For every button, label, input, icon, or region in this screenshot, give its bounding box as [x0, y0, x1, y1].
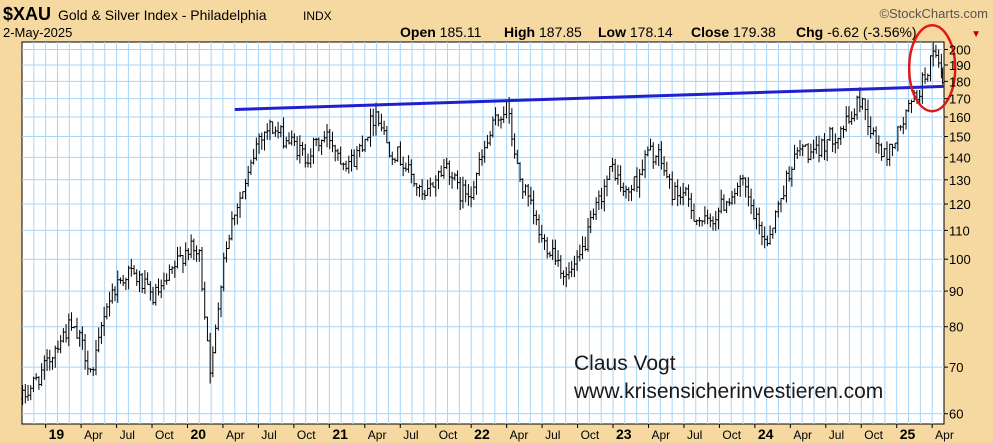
- x-tick-label: 19: [49, 426, 65, 442]
- stockcharts-brand: ©StockCharts.com: [879, 6, 988, 21]
- x-tick-label: Jul: [687, 428, 702, 442]
- chart-index-name: Gold & Silver Index - Philadelphia: [58, 7, 267, 23]
- y-axis-ticks: 60 70 80 90 100 110 120 130 140 150 160 170 18019020…: [944, 42, 971, 422]
- y-tick-label: 160: [949, 110, 971, 125]
- x-tick-label: Apr: [935, 428, 954, 442]
- ohlc-open: Open 185.11: [400, 24, 482, 40]
- x-tick-label: Jul: [403, 428, 418, 442]
- ohlc-change: Chg -6.62 (-3.56%): [796, 24, 917, 40]
- y-tick-label: 190: [949, 58, 971, 73]
- x-tick-label: 24: [758, 426, 774, 442]
- grid-lines: [22, 42, 944, 424]
- y-tick-label: 60: [949, 407, 963, 422]
- chart-date: 2-May-2025: [3, 25, 72, 40]
- x-axis-ticks: 19 Apr Jul Oct 20 Apr Jul Oct 21 Apr Jul Oct 22 Apr Ju…: [45, 424, 954, 442]
- ohlc-close: Close 179.38: [691, 24, 776, 40]
- x-tick-label: Jul: [261, 428, 276, 442]
- resistance-trendline: [234, 84, 945, 112]
- y-tick-label: 150: [949, 130, 971, 145]
- annotation-website: www.krisensicherinvestieren.com: [573, 380, 883, 403]
- chart-exchange: INDX: [303, 9, 332, 23]
- chart-annotations: [234, 23, 957, 113]
- x-tick-label: Apr: [226, 428, 245, 442]
- x-tick-label: 23: [616, 426, 632, 442]
- x-tick-label: 25: [900, 426, 916, 442]
- y-tick-label: 140: [949, 150, 971, 165]
- change-down-arrow-icon: ▼: [971, 29, 981, 40]
- annotation-author: Claus Vogt: [574, 352, 676, 375]
- x-tick-label: Jul: [120, 428, 135, 442]
- ohlc-high: High 187.85: [504, 24, 582, 40]
- ohlc-low: Low 178.14: [598, 24, 673, 40]
- y-tick-label: 120: [949, 197, 971, 212]
- x-tick-label: Jul: [829, 428, 844, 442]
- x-tick-label: 22: [474, 426, 490, 442]
- y-tick-label: 130: [949, 173, 971, 188]
- x-tick-label: Oct: [155, 428, 174, 442]
- x-tick-label: Oct: [864, 428, 883, 442]
- y-tick-label: 80: [949, 320, 963, 335]
- y-tick-label: 90: [949, 284, 963, 299]
- y-tick-label: 170: [949, 92, 971, 107]
- y-tick-label: 110: [949, 223, 970, 238]
- highlight-circle: [907, 23, 957, 113]
- x-tick-label: Apr: [793, 428, 812, 442]
- x-tick-label: Oct: [581, 428, 600, 442]
- x-tick-label: Apr: [651, 428, 670, 442]
- x-tick-label: 20: [190, 426, 206, 442]
- x-tick-label: Apr: [84, 428, 103, 442]
- x-tick-label: Jul: [545, 428, 560, 442]
- x-tick-label: 21: [332, 426, 348, 442]
- x-tick-label: Apr: [510, 428, 529, 442]
- x-tick-label: Oct: [722, 428, 741, 442]
- ohlc-readout: Open 185.11 High 187.85 Low 178.14 Close…: [400, 24, 981, 40]
- chart-symbol: $XAU: [3, 4, 51, 24]
- price-bars: [21, 41, 945, 405]
- y-tick-label: 70: [949, 360, 963, 375]
- x-tick-label: Apr: [368, 428, 387, 442]
- x-tick-label: Oct: [439, 428, 458, 442]
- x-tick-label: Oct: [297, 428, 316, 442]
- y-tick-label: 180: [949, 74, 971, 89]
- y-tick-label: 100: [949, 252, 971, 267]
- y-tick-label: 200: [949, 42, 971, 57]
